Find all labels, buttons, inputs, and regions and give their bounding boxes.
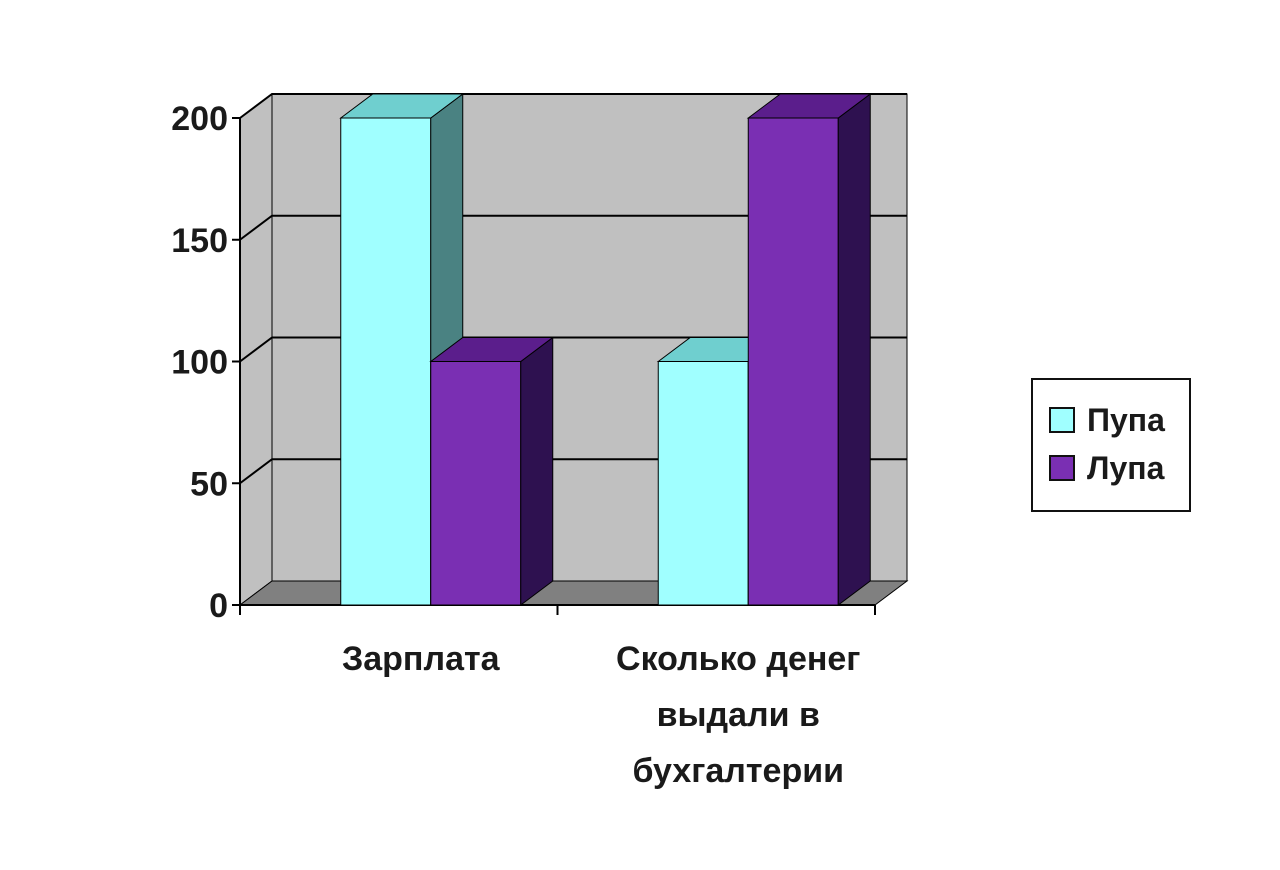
x-category-label: Зарплата bbox=[342, 640, 501, 678]
legend-label-lupa: Лупа bbox=[1087, 449, 1165, 486]
x-category-label: Сколько денег выдали в бухгалтерии bbox=[616, 640, 860, 790]
bar-top-lupa-0 bbox=[429, 337, 555, 362]
legend-label-pupa: Пупа bbox=[1087, 401, 1165, 438]
legend-swatch-lupa bbox=[1049, 455, 1075, 481]
bar-side-lupa-1 bbox=[837, 93, 871, 606]
bar-top-pupa-0 bbox=[339, 93, 465, 119]
legend-swatch-pupa bbox=[1049, 407, 1075, 433]
legend: Пупа Лупа bbox=[1031, 378, 1191, 512]
y-tick-label: 0 bbox=[209, 587, 228, 625]
bar-lupa-0 bbox=[430, 361, 522, 606]
legend-item-pupa: Пупа bbox=[1049, 400, 1165, 440]
y-tick-label: 50 bbox=[190, 465, 228, 503]
bar-top-lupa-1 bbox=[746, 93, 872, 119]
legend-item-lupa: Лупа bbox=[1049, 448, 1164, 488]
gridline bbox=[239, 214, 907, 241]
bar-side-lupa-0 bbox=[520, 336, 554, 606]
bar-pupa-0 bbox=[340, 117, 432, 606]
y-tick-label: 150 bbox=[171, 222, 228, 260]
gridline bbox=[239, 93, 907, 119]
bar-pupa-1 bbox=[657, 361, 749, 606]
y-tick-label: 200 bbox=[171, 100, 228, 138]
bar-lupa-1 bbox=[747, 117, 839, 606]
y-tick-label: 100 bbox=[171, 344, 228, 382]
